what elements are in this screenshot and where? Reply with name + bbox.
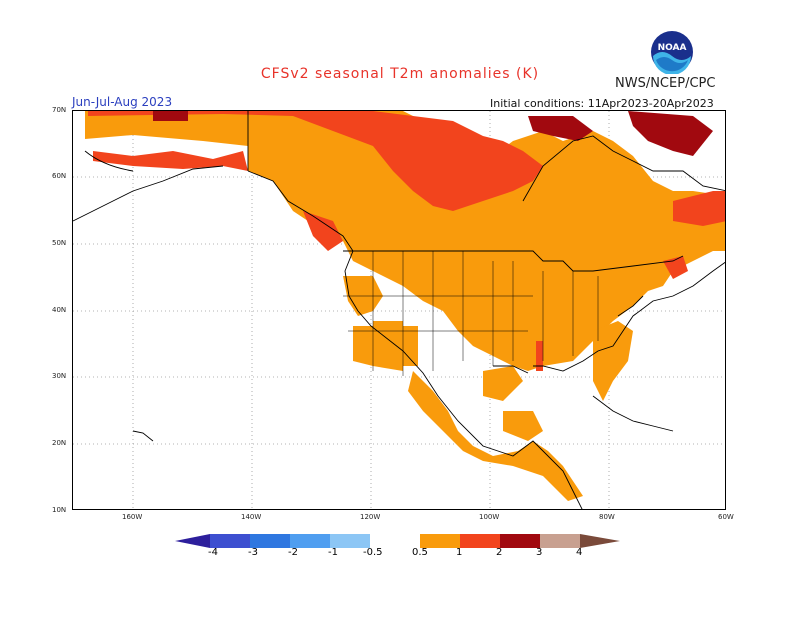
forecast-period: Jun-Jul-Aug 2023: [72, 95, 173, 109]
legend-tick-4: 4: [576, 547, 583, 558]
legend-tick-m1: -1: [328, 547, 338, 558]
legend-tick-05: 0.5: [412, 547, 428, 558]
agency-label: NWS/NCEP/CPC: [615, 76, 716, 91]
legend-tick-2: 2: [496, 547, 503, 558]
initial-conditions: Initial conditions: 11Apr2023-20Apr2023: [490, 97, 714, 110]
lat-label-20n: 20N: [52, 439, 67, 447]
state-borders: [343, 251, 599, 376]
colorbar-segment-neutral: [370, 534, 420, 548]
map-title: CFSv2 seasonal T2m anomalies (K): [260, 66, 540, 82]
noaa-logo: NOAA: [651, 31, 693, 74]
colorbar-segment-2-3: [500, 534, 540, 548]
colorbar-segment-gt-4: [580, 534, 620, 548]
lon-label-100w: 100W: [479, 513, 500, 521]
lon-label-160w: 160W: [122, 513, 143, 521]
colorbar-segment-m4-m3: [210, 534, 250, 548]
lon-label-120w: 120W: [360, 513, 381, 521]
noaa-logo-text: NOAA: [658, 43, 687, 53]
colorbar-segment-lt-4: [175, 534, 210, 548]
anomaly-map: [72, 110, 726, 510]
lat-label-30n: 30N: [52, 372, 67, 380]
lon-label-140w: 140W: [241, 513, 262, 521]
colorbar-segment-05-1: [420, 534, 460, 548]
lat-label-70n: 70N: [52, 106, 67, 114]
lat-label-60n: 60N: [52, 172, 67, 180]
colorbar-segment-m1-m05: [330, 534, 370, 548]
lat-label-10n: 10N: [52, 506, 67, 514]
lat-label-40n: 40N: [52, 306, 67, 314]
legend-tick-m05: -0.5: [363, 547, 383, 558]
legend-tick-m3: -3: [248, 547, 258, 558]
colorbar-segment-m3-m2: [250, 534, 290, 548]
lon-label-60w: 60W: [718, 513, 734, 521]
lat-label-50n: 50N: [52, 239, 67, 247]
anomaly-region-2-to-3: [153, 111, 713, 156]
legend-tick-3: 3: [536, 547, 543, 558]
anomaly-map-svg: [73, 111, 725, 509]
colorbar-segment-3-4: [540, 534, 580, 548]
legend-tick-m4: -4: [208, 547, 218, 558]
lon-label-80w: 80W: [599, 513, 615, 521]
colorbar: [175, 534, 620, 548]
colorbar-segment-1-2: [460, 534, 500, 548]
legend-tick-m2: -2: [288, 547, 298, 558]
legend-tick-1: 1: [456, 547, 463, 558]
colorbar-segment-m2-m1: [290, 534, 330, 548]
